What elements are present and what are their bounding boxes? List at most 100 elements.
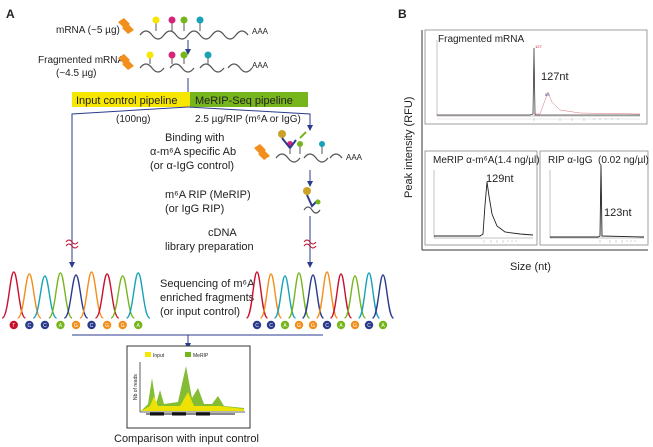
chromatogram-peak bbox=[63, 274, 89, 319]
panel-b-xlabel: Size (nt) bbox=[510, 261, 551, 273]
base-letter: G bbox=[311, 323, 315, 329]
bound-fragments bbox=[254, 130, 343, 163]
polya-1: AAA bbox=[252, 27, 269, 36]
base-letter: A bbox=[381, 323, 385, 329]
rip-line1: m⁶A RIP (MeRIP) bbox=[165, 189, 251, 201]
base-letter: G bbox=[74, 323, 78, 329]
plot-ylabel: Nb of reads bbox=[133, 374, 139, 400]
base-letter: A bbox=[137, 323, 141, 329]
chromatogram-peak bbox=[301, 274, 325, 319]
panel-b-ylabel: Peak intensity (RFU) bbox=[403, 97, 415, 198]
base-circle bbox=[87, 320, 96, 330]
comparison-label: Comparison with input control bbox=[114, 433, 259, 445]
base-circle bbox=[118, 320, 127, 330]
merip-amount: 2.5 µg/RIP (m⁶A or IgG) bbox=[195, 114, 301, 125]
right-peak: 123nt bbox=[604, 207, 632, 219]
chromatogram-right bbox=[245, 271, 395, 319]
base-letter: A bbox=[59, 323, 63, 329]
chromatogram-peak bbox=[48, 272, 73, 319]
cdna-line2: library preparation bbox=[165, 241, 254, 253]
cdna-fragment-left bbox=[65, 239, 79, 249]
mrna-label: mRNA (~5 µg) bbox=[56, 25, 120, 36]
base-circle bbox=[378, 320, 388, 330]
chromatogram-peak bbox=[94, 273, 120, 319]
chromatogram-peak bbox=[259, 273, 283, 319]
chromatogram-peak bbox=[245, 271, 269, 319]
svg-text:85: 85 bbox=[545, 92, 550, 97]
polya-3: AAA bbox=[346, 153, 363, 162]
top-title: Fragmented mRNA bbox=[438, 34, 524, 45]
right-title-a: RIP α-IgG bbox=[548, 155, 593, 166]
base-circle bbox=[336, 320, 346, 330]
chromatogram-peak bbox=[79, 271, 104, 319]
chromatogram-peak bbox=[110, 275, 136, 319]
fragmented-line1: Fragmented mRNA bbox=[38, 55, 124, 66]
fragmented-line2: (~4.5 µg) bbox=[56, 68, 97, 79]
comparison-plot: Input MeRIP Nb of reads bbox=[126, 345, 251, 429]
base-circle bbox=[294, 320, 304, 330]
chromatogram-peak bbox=[32, 275, 58, 319]
polya-2: AAA bbox=[252, 61, 269, 70]
base-letter: C bbox=[43, 323, 47, 329]
legend-input: Input bbox=[153, 353, 165, 359]
mrna-strand bbox=[139, 16, 249, 40]
chromatogram-left bbox=[1, 271, 151, 319]
antibody-icon-top bbox=[118, 18, 134, 34]
base-circle bbox=[350, 320, 360, 330]
chromatogram-peak bbox=[357, 272, 381, 319]
base-letter: G bbox=[353, 323, 357, 329]
base-circle bbox=[322, 320, 332, 330]
legend-merip: MeRIP bbox=[193, 353, 209, 359]
base-letter: C bbox=[90, 323, 94, 329]
svg-text:127: 127 bbox=[535, 44, 542, 49]
chromatogram-peak bbox=[371, 274, 395, 319]
input-pipeline-label: Input control pipeline bbox=[76, 95, 178, 107]
panel-a-label: A bbox=[6, 7, 15, 21]
input-branch-line bbox=[69, 106, 189, 268]
base-circle bbox=[364, 320, 374, 330]
binding-line2: α-m⁶A specific Ab bbox=[150, 146, 236, 158]
left-title: MeRIP α-m⁶A(1.4 ng/µl) bbox=[433, 155, 540, 166]
seq-line3: (or input control) bbox=[160, 306, 240, 318]
base-circle bbox=[280, 320, 290, 330]
merip-pipeline-label: MeRIP-Seq pipeline bbox=[195, 95, 293, 107]
binding-line1: Binding with bbox=[165, 132, 224, 144]
antibody-icon-frag bbox=[118, 54, 134, 70]
electropherogram-right bbox=[539, 150, 649, 246]
base-letter: C bbox=[269, 323, 273, 329]
seq-line2: enriched fragments bbox=[160, 292, 255, 304]
base-circle bbox=[308, 320, 318, 330]
chromatogram-peak bbox=[287, 272, 311, 319]
left-peak: 129nt bbox=[486, 173, 514, 185]
base-circle bbox=[9, 320, 18, 330]
base-circle bbox=[134, 320, 143, 330]
merip-pipeline-bar bbox=[190, 92, 308, 107]
cdna-fragment-right bbox=[303, 239, 317, 249]
rip-fragment-icon bbox=[303, 187, 321, 214]
base-letter: C bbox=[28, 323, 32, 329]
base-circle bbox=[266, 320, 276, 330]
input-amount: (100ng) bbox=[116, 114, 150, 125]
top-peak: 127nt bbox=[541, 71, 569, 83]
base-letter: G bbox=[297, 323, 301, 329]
input-pipeline-bar bbox=[72, 92, 190, 107]
chromatogram-peak bbox=[315, 271, 339, 319]
base-letter: A bbox=[283, 323, 287, 329]
base-letter: C bbox=[325, 323, 329, 329]
rip-line2: (or IgG RIP) bbox=[165, 203, 224, 215]
base-letter: C bbox=[255, 323, 259, 329]
chromatogram-peak bbox=[329, 273, 353, 319]
chromatogram-peak bbox=[125, 272, 151, 319]
seq-line1: Sequencing of m⁶A bbox=[160, 278, 255, 290]
base-letter: G bbox=[105, 323, 109, 329]
electropherogram-top: 127 85 bbox=[424, 29, 648, 125]
base-circle bbox=[40, 320, 50, 330]
base-circle bbox=[71, 320, 81, 330]
electropherogram-left bbox=[424, 150, 538, 246]
base-letter: T bbox=[12, 323, 15, 329]
cdna-line1: cDNA bbox=[208, 227, 237, 239]
base-circle bbox=[102, 320, 112, 330]
base-letter: C bbox=[367, 323, 371, 329]
